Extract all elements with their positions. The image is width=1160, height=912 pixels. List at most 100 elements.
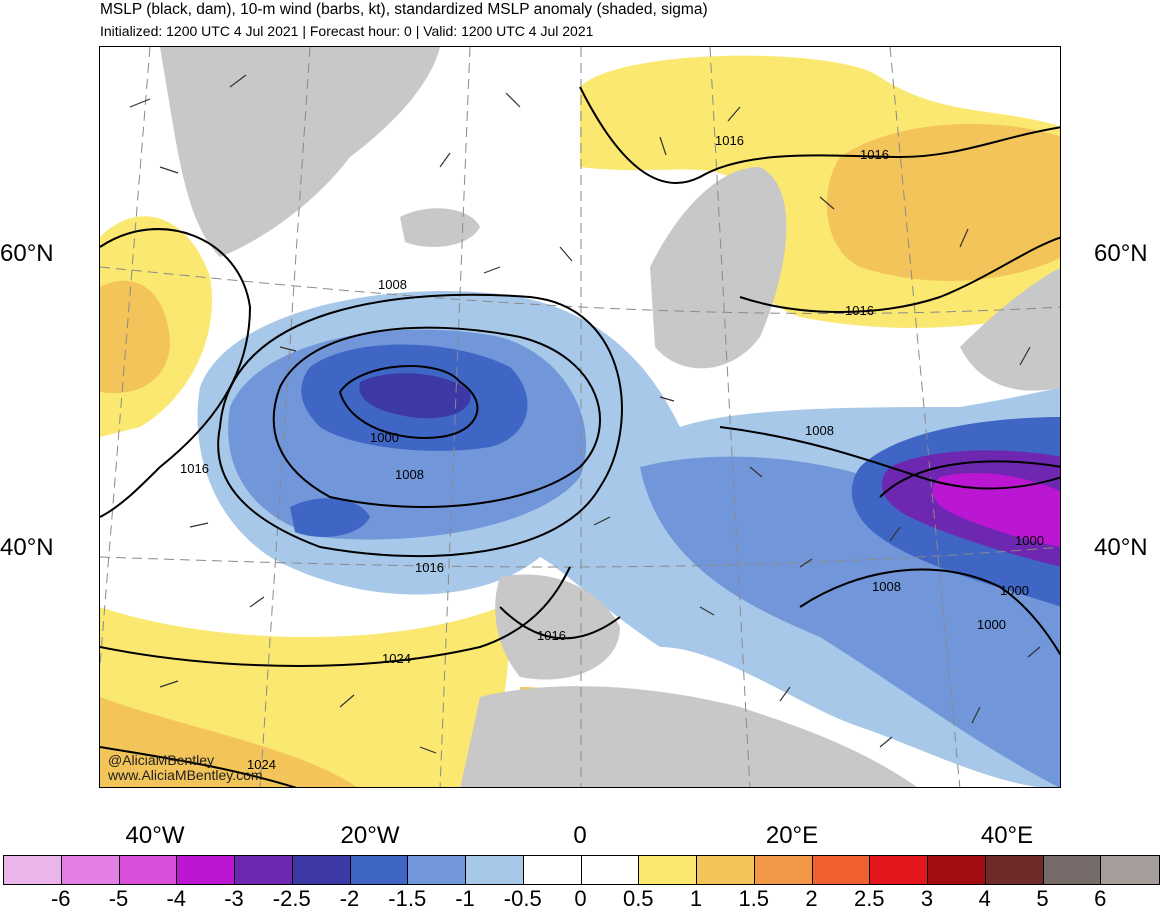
colorbar-tick-label: -1.5 [388,886,427,911]
colorbar-tick-label: -3 [224,886,244,911]
isobar-label: 1000 [370,430,399,445]
colorbar-swatch [350,856,409,884]
anomaly-shading [100,47,1060,787]
graticule [100,47,1060,787]
isobar-1008-east [799,568,1060,656]
colorbar-swatch [1043,856,1102,884]
lon-label-40e: 40°E [980,822,1034,849]
isobar-label: 1000 [977,617,1006,632]
isobar-label: 1008 [395,467,424,482]
colorbar-tick-label: 0.5 [622,886,654,911]
colorbar-swatch [697,856,755,884]
colorbar-swatch [754,856,813,884]
colorbar-swatch [870,856,928,884]
colorbar-tick-label: 6 [1094,886,1107,911]
isobar-label: 1000 [1015,533,1044,548]
lat-label-60n-right: 60°N [1094,240,1148,267]
credit-handle: @AliciaMBentley [108,752,215,768]
africa-land [460,686,918,787]
colorbar-tick-label: 2 [805,886,818,911]
colorbar-swatch [523,856,582,884]
map-canvas: 1016 1016 1008 1016 1000 1016 1008 1008 … [100,47,1060,787]
colorbar-tick-label: -5 [108,886,129,911]
colorbar-swatch [4,856,62,884]
lon-label-20w: 20°W [340,822,400,849]
colorbar-swatch [1101,856,1159,884]
colorbar-swatch [235,856,293,884]
iberia-land [495,574,620,680]
lon-label-20e: 20°E [765,822,819,849]
positive-anomaly-west-core [100,280,170,394]
isobar-label: 1016 [845,303,874,318]
colorbar-tick-label: -1 [455,886,475,911]
anomaly-colorbar [3,855,1160,885]
colorbar-swatch [119,856,178,884]
map-title: MSLP (black, dam), 10-m wind (barbs, kt)… [100,1,708,18]
colorbar-swatch [292,856,351,884]
isobar-label: 1024 [382,651,411,666]
isobar-1000-atlantic [338,365,479,439]
wind-barbs [129,74,1041,754]
colorbar-tick-label: 0 [574,886,587,911]
isobar-1008-europe [719,426,1060,490]
lon-label-40w: 40°W [125,822,185,849]
colorbar-tick-label: -2.5 [272,886,311,911]
isobar-1016-scandinavia [739,236,1060,313]
isobar-label: 1008 [872,579,901,594]
colorbar-swatch [177,856,235,884]
iceland [400,208,480,247]
isobar-1024-far-sw [100,746,297,787]
colorbar-swatch [928,856,986,884]
isobar-1024-southwest [100,566,571,667]
isobar-label: 1016 [180,461,209,476]
colorbar-swatch [812,856,871,884]
colorbar-swatch [985,856,1044,884]
isobar-label: 1008 [378,277,407,292]
colorbar-tick-label: 1 [689,886,703,911]
lat-label-40n-left: 40°N [0,534,54,561]
positive-anomaly-scandinavia [826,123,1060,281]
colorbar-tick-label: -0.5 [503,886,542,911]
negative-anomaly-azores [290,498,370,537]
isobar-1016-west [100,228,252,518]
colorbar-tick-label: 2.5 [853,886,885,911]
isobar-label: 1016 [537,628,566,643]
colorbar-swatch [408,856,466,884]
isobar-label: 1016 [415,560,444,575]
greenland [160,47,440,257]
isobar-1016-spain [499,606,621,640]
colorbar-swatch [61,856,120,884]
negative-anomaly-caspian-core [932,473,1060,547]
colorbar-tick-label: -2 [339,886,360,911]
lon-label-0: 0 [573,822,587,849]
colorbar-tick-label: 4 [978,886,991,911]
colorbar-tick-label: 3 [920,886,934,911]
isobars [100,86,1060,787]
scandinavia-land [650,167,787,369]
east-europe-land [960,267,1060,391]
isobar-label: 1016 [715,133,744,148]
isobar-label: 1016 [860,147,889,162]
negative-anomaly-atlantic-center [359,373,471,419]
isobar-label-group: 1016 1016 1008 1016 1000 1016 1008 1008 … [180,133,1044,772]
colorbar-tick-label: -6 [50,886,71,911]
positive-anomaly-southwest-core [100,697,357,787]
colorbar-tick-label: -4 [166,886,187,911]
colorbar-swatch [639,856,697,884]
isobar-label: 1000 [1000,583,1029,598]
map-subtitle: Initialized: 1200 UTC 4 Jul 2021 | Forec… [100,23,594,39]
isobar-1008-atlantic [272,326,601,508]
isobar-1016-atlantic [217,293,623,558]
weather-map[interactable]: 1016 1016 1008 1016 1000 1016 1008 1008 … [99,46,1061,788]
colorbar-tick-label: 5 [1036,886,1049,911]
isobar-1016-north [579,86,1060,184]
isobar-1000-east [879,460,1060,498]
colorbar-swatch [466,856,524,884]
isobar-label: 1024 [247,757,276,772]
lat-label-60n-left: 60°N [0,240,54,267]
colorbar-swatch [581,856,640,884]
lat-label-40n-right: 40°N [1094,534,1148,561]
isobar-label: 1008 [805,423,834,438]
colorbar-tick-label: 1.5 [738,886,770,911]
credit-website: www.AliciaMBentley.com [108,767,263,783]
